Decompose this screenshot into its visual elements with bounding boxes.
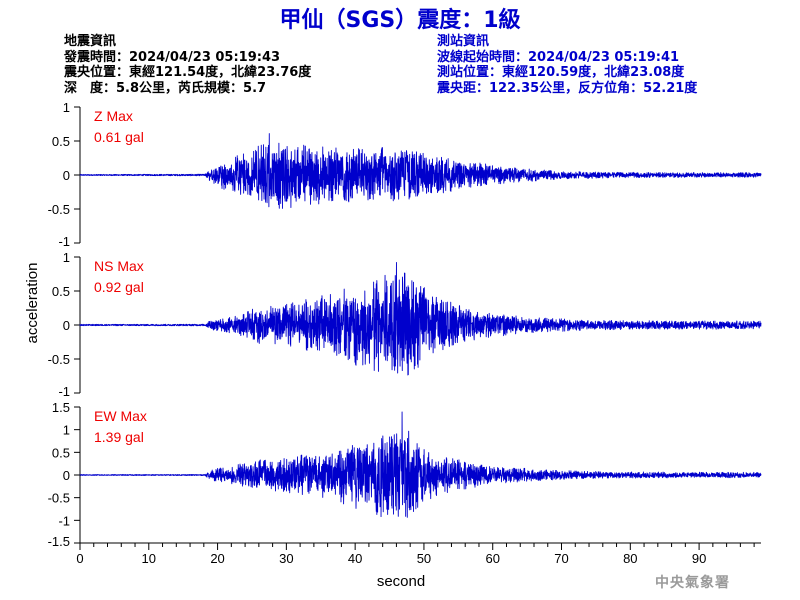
y-tick-label: -1	[58, 384, 70, 399]
y-tick-label: 1	[63, 250, 70, 265]
x-tick-label: 60	[485, 551, 499, 566]
y-tick-label: -0.5	[48, 202, 70, 217]
y-tick-label: 0	[63, 168, 70, 183]
component-max-value: 0.92 gal	[94, 279, 144, 295]
y-tick-label: -1	[58, 234, 70, 249]
x-tick-label: 50	[417, 551, 431, 566]
event-epicenter-location: 震央位置：東經121.54度，北緯23.76度	[64, 65, 312, 80]
station-info-heading: 測站資訊	[437, 34, 490, 49]
component-label-ns: NS Max	[94, 258, 144, 274]
x-tick-label: 20	[210, 551, 224, 566]
y-axis-label: acceleration	[24, 263, 41, 344]
agency-watermark: 中央氣象署	[655, 575, 730, 591]
y-tick-label: 0	[63, 468, 70, 483]
page-title: 甲仙（SGS）震度：1級	[279, 8, 521, 33]
x-tick-label: 80	[623, 551, 637, 566]
x-tick-label: 30	[279, 551, 293, 566]
y-tick-label: 1	[63, 423, 70, 438]
station-info-block: 測站資訊 波線起始時間：2024/04/23 05:19:41 測站位置：東經1…	[437, 34, 697, 96]
waveform-trace-ew	[79, 411, 762, 518]
y-tick-label: -1.5	[48, 534, 70, 549]
event-origin-time: 發震時間：2024/04/23 05:19:43	[64, 49, 281, 65]
x-axis-label: second	[377, 573, 425, 590]
y-tick-label: 1.5	[52, 400, 70, 415]
epicentral-distance-backazimuth: 震央距：122.35公里，反方位角：52.21度	[437, 80, 698, 96]
y-tick-label: -1	[58, 513, 70, 528]
waveform-start-time: 波線起始時間：2024/04/23 05:19:41	[437, 49, 680, 65]
component-max-value: 1.39 gal	[94, 429, 144, 445]
y-tick-label: 0	[63, 318, 70, 333]
waveform-trace-ns	[79, 261, 762, 376]
y-tick-label: -0.5	[48, 352, 70, 367]
station-location: 測站位置：東經120.59度，北緯23.08度	[437, 65, 685, 80]
x-tick-label: 90	[692, 551, 706, 566]
y-tick-label: 0.5	[52, 445, 70, 460]
y-tick-label: -0.5	[48, 491, 70, 506]
x-tick-label: 40	[348, 551, 362, 566]
event-info-heading: 地震資訊	[64, 34, 117, 49]
component-label-z: Z Max	[94, 108, 133, 124]
y-tick-label: 0.5	[52, 134, 70, 149]
x-tick-label: 0	[76, 551, 83, 566]
waveform-trace-z	[79, 133, 762, 209]
event-depth-magnitude: 深 度：5.8公里，芮氏規模：5.7	[64, 80, 267, 96]
component-max-value: 0.61 gal	[94, 129, 144, 145]
y-tick-label: 0.5	[52, 284, 70, 299]
x-tick-label: 70	[554, 551, 568, 566]
component-label-ew: EW Max	[94, 408, 147, 424]
event-info-block: 地震資訊 發震時間：2024/04/23 05:19:43 震央位置：東經121…	[64, 34, 311, 96]
y-tick-label: 1	[63, 100, 70, 115]
x-tick-label: 10	[142, 551, 156, 566]
